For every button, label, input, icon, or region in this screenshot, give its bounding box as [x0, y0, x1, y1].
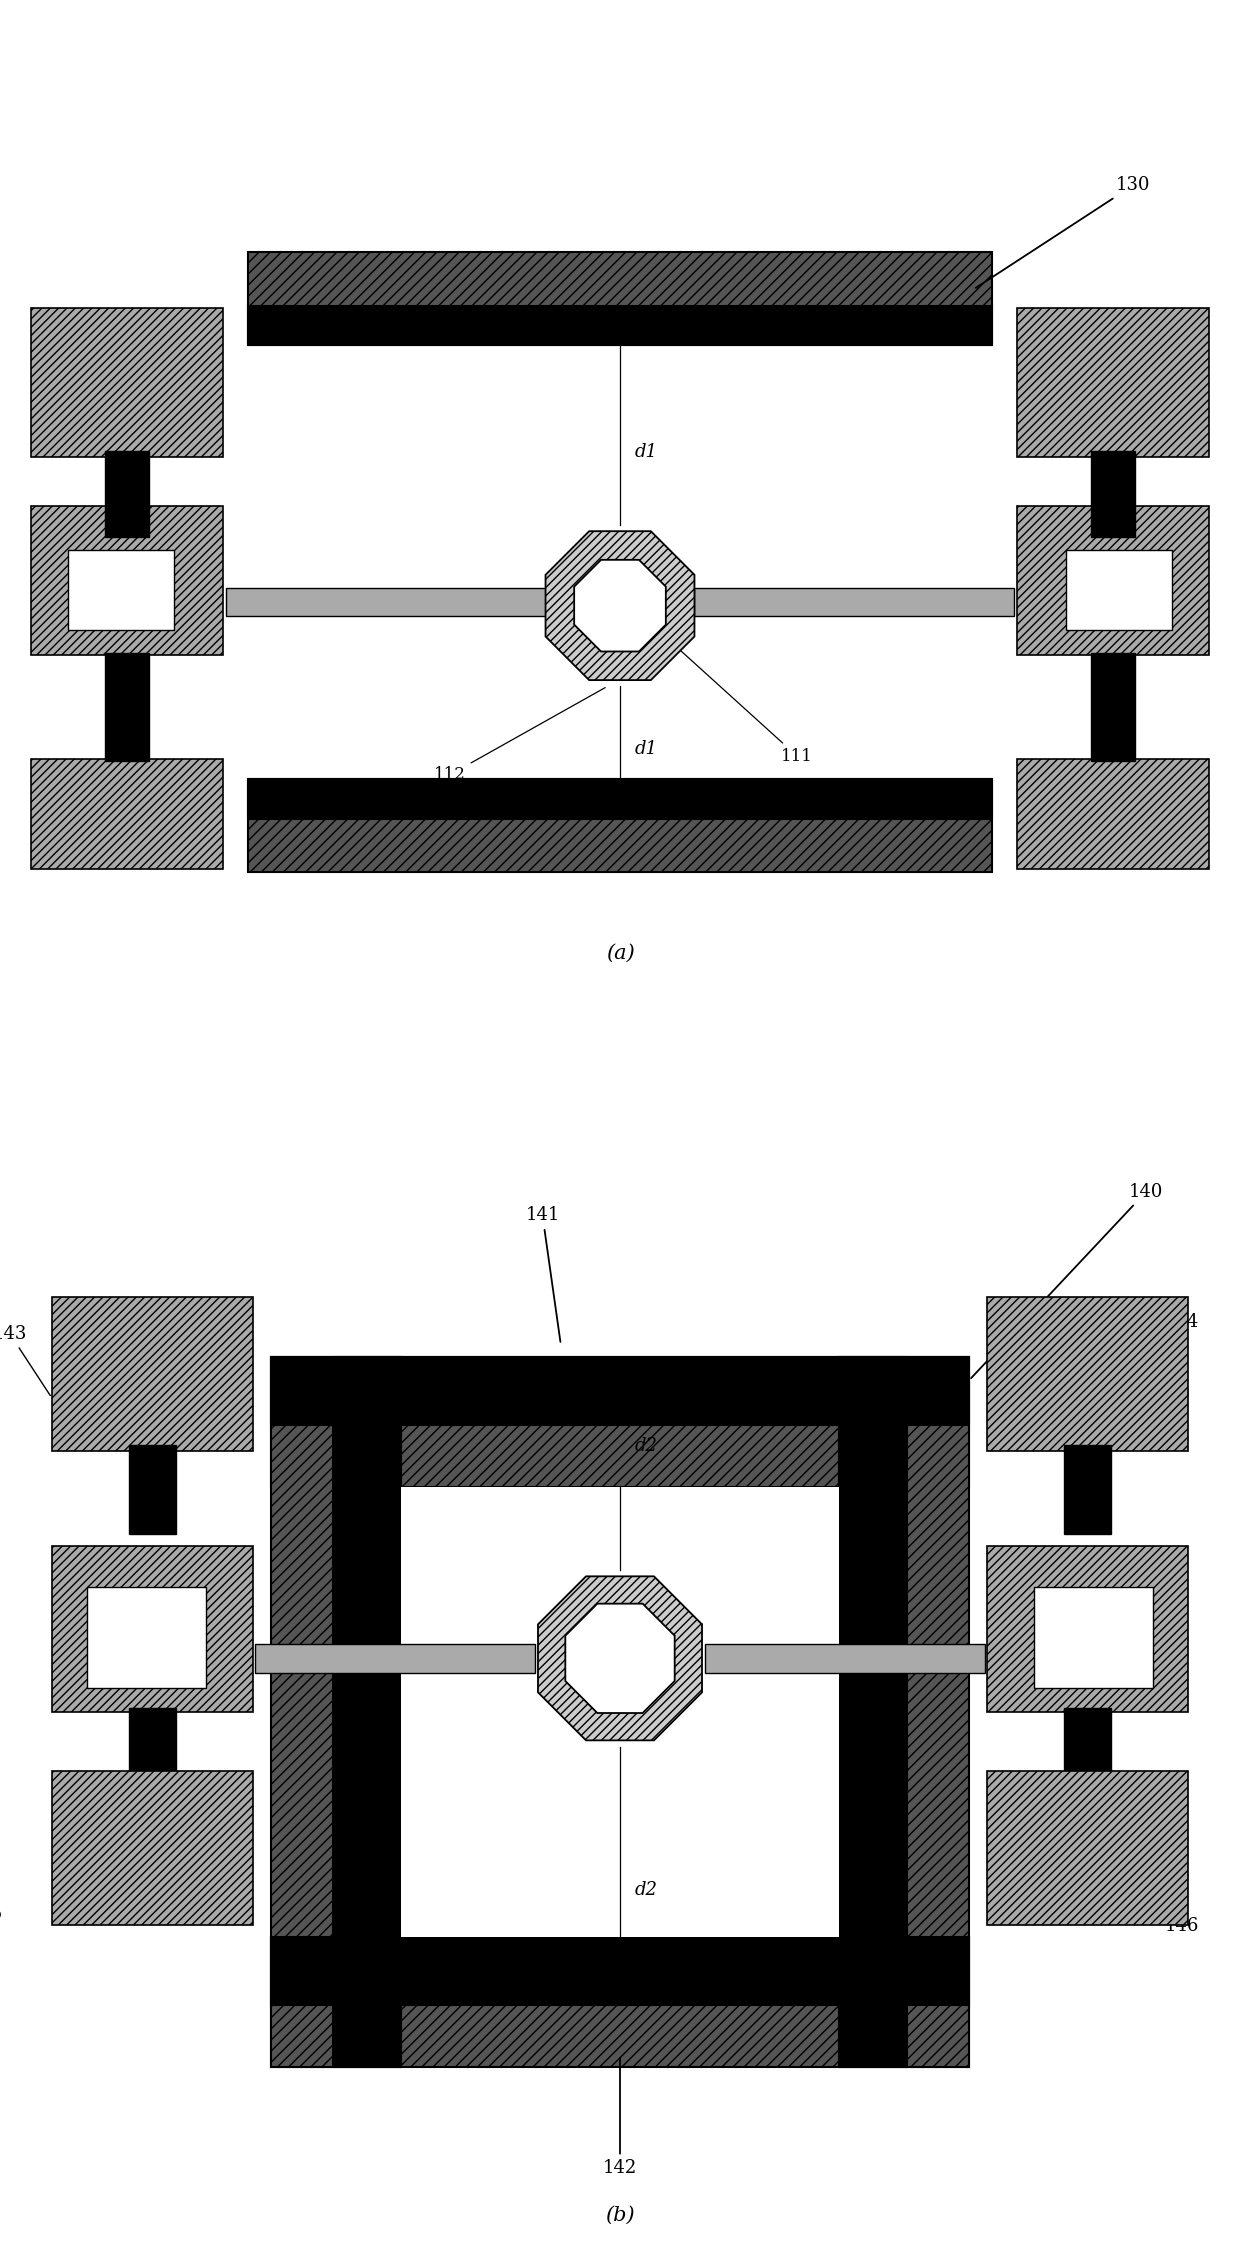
- Bar: [248, 778, 992, 819]
- Polygon shape: [538, 1577, 702, 1741]
- Bar: [87, 1588, 206, 1689]
- Polygon shape: [565, 1604, 675, 1714]
- Text: 130: 130: [976, 175, 1151, 288]
- Bar: [52, 1770, 253, 1925]
- Bar: [248, 306, 992, 346]
- Text: d2: d2: [634, 1437, 657, 1455]
- Bar: [52, 1545, 253, 1711]
- Bar: [129, 1707, 176, 1806]
- Bar: [1091, 450, 1135, 538]
- Text: 142: 142: [603, 2058, 637, 2177]
- Bar: [270, 1936, 970, 2004]
- Bar: [129, 1446, 176, 1534]
- Bar: [839, 1356, 970, 2067]
- Polygon shape: [546, 531, 694, 679]
- Bar: [248, 252, 992, 346]
- Bar: [332, 1356, 401, 2067]
- Text: 145: 145: [0, 1905, 4, 1923]
- Bar: [1066, 549, 1172, 630]
- Text: 112: 112: [434, 688, 605, 783]
- Bar: [987, 1545, 1188, 1711]
- Bar: [401, 1487, 839, 1936]
- Bar: [255, 1644, 534, 1673]
- Bar: [105, 652, 149, 760]
- Bar: [1017, 308, 1209, 457]
- Bar: [1064, 1707, 1111, 1806]
- Text: d1: d1: [635, 443, 658, 461]
- Bar: [270, 1356, 970, 1487]
- Text: 111: 111: [675, 645, 813, 765]
- Bar: [226, 589, 546, 616]
- Bar: [987, 1770, 1188, 1925]
- Bar: [706, 1644, 985, 1673]
- Polygon shape: [574, 560, 666, 652]
- Bar: [270, 1356, 401, 2067]
- Text: (b): (b): [605, 2206, 635, 2224]
- Text: 143: 143: [0, 1325, 51, 1397]
- Bar: [839, 1356, 908, 2067]
- Bar: [1034, 1588, 1153, 1689]
- Bar: [1017, 760, 1209, 868]
- Bar: [31, 760, 223, 868]
- Bar: [1091, 652, 1135, 760]
- Text: (a): (a): [605, 945, 635, 963]
- Bar: [68, 549, 174, 630]
- Text: d1: d1: [635, 740, 658, 758]
- Bar: [270, 1356, 970, 1426]
- Bar: [31, 506, 223, 654]
- Bar: [31, 308, 223, 457]
- Bar: [987, 1298, 1188, 1451]
- Text: d2: d2: [634, 1880, 657, 1898]
- Bar: [270, 1936, 970, 2067]
- Text: 141: 141: [526, 1205, 560, 1343]
- Text: 144: 144: [1164, 1313, 1199, 1394]
- Bar: [694, 589, 1014, 616]
- Bar: [1064, 1446, 1111, 1534]
- Bar: [248, 778, 992, 873]
- Bar: [1017, 506, 1209, 654]
- Bar: [105, 450, 149, 538]
- Bar: [52, 1298, 253, 1451]
- Text: 140: 140: [971, 1183, 1163, 1379]
- Text: 146: 146: [1164, 1873, 1199, 1934]
- Text: 111: 111: [682, 1725, 830, 1781]
